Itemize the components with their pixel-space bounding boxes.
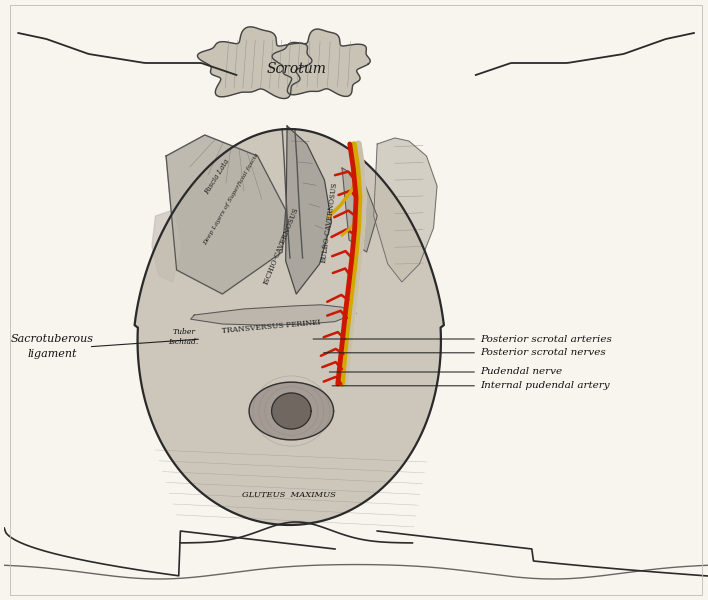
Polygon shape [272,29,370,97]
Text: Deep Layers of Superficial fascia: Deep Layers of Superficial fascia [202,152,259,246]
Text: BULBO-CAVERNOSUS: BULBO-CAVERNOSUS [320,181,339,263]
Text: Ischiad.: Ischiad. [169,338,199,346]
Polygon shape [249,382,333,440]
Text: Sacrotuberous: Sacrotuberous [11,334,93,344]
Polygon shape [198,27,312,98]
Polygon shape [374,138,437,282]
Text: Posterior scrotal nerves: Posterior scrotal nerves [480,348,606,357]
Polygon shape [152,210,180,282]
Text: Scrotum: Scrotum [266,62,326,76]
Polygon shape [135,129,444,525]
Text: Fascia Lata: Fascia Lata [203,158,232,196]
Polygon shape [286,126,331,294]
Text: GLUTEUS  MAXIMUS: GLUTEUS MAXIMUS [242,491,336,499]
Text: Pudendal nerve: Pudendal nerve [480,367,562,377]
Text: ISCHIO-CAVERNOSUS: ISCHIO-CAVERNOSUS [261,206,300,286]
Text: TRANSVERSUS PERINEI: TRANSVERSUS PERINEI [222,319,321,335]
Text: Posterior scrotal arteries: Posterior scrotal arteries [480,335,612,343]
Text: Tuber: Tuber [172,328,195,336]
Text: ligament: ligament [28,349,76,359]
Text: Internal pudendal artery: Internal pudendal artery [480,382,610,391]
Polygon shape [190,305,356,325]
Polygon shape [342,168,377,252]
Polygon shape [166,135,286,294]
Polygon shape [272,393,311,429]
